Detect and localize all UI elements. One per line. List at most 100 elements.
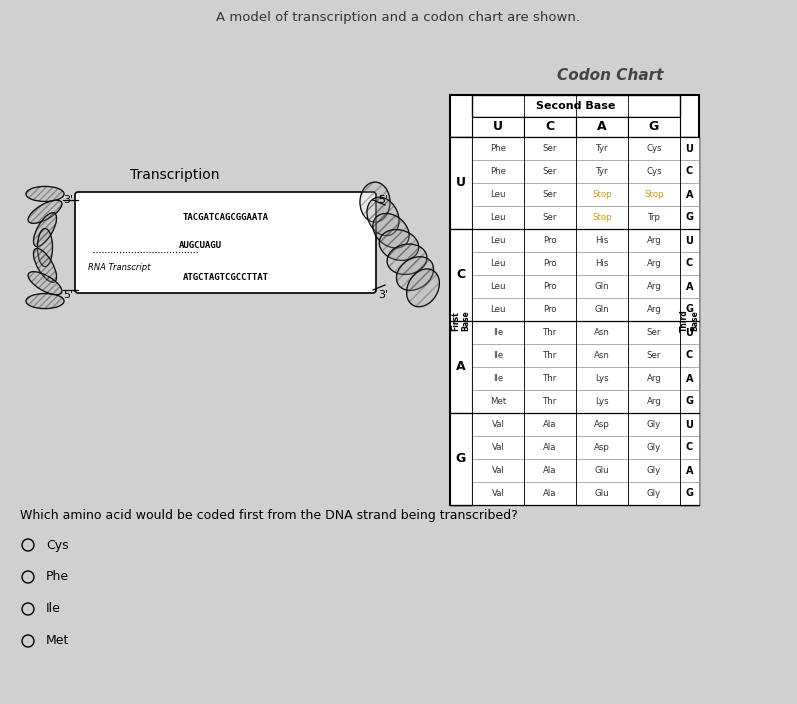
- Text: Ser: Ser: [543, 167, 557, 176]
- Text: G: G: [685, 489, 693, 498]
- Text: A: A: [597, 120, 607, 134]
- Text: Ile: Ile: [493, 374, 503, 383]
- Bar: [576, 413, 628, 436]
- Bar: [472, 344, 524, 367]
- Bar: [576, 459, 628, 482]
- Text: Phe: Phe: [46, 570, 69, 584]
- Bar: [576, 183, 628, 206]
- Bar: [576, 252, 628, 275]
- Text: Val: Val: [492, 420, 505, 429]
- Text: Arg: Arg: [646, 282, 662, 291]
- Bar: [628, 229, 680, 252]
- Text: Leu: Leu: [490, 282, 506, 291]
- Bar: [576, 229, 628, 252]
- Text: C: C: [686, 443, 693, 453]
- Bar: [628, 482, 680, 505]
- Bar: [450, 321, 472, 413]
- Bar: [524, 117, 576, 137]
- Bar: [628, 344, 680, 367]
- Bar: [524, 482, 576, 505]
- Ellipse shape: [28, 272, 62, 295]
- Text: U: U: [685, 144, 693, 153]
- Text: C: C: [686, 258, 693, 268]
- Bar: [472, 390, 524, 413]
- Text: A: A: [685, 189, 693, 199]
- Text: Asn: Asn: [594, 351, 610, 360]
- Ellipse shape: [33, 249, 57, 282]
- Bar: [450, 95, 699, 505]
- Text: Met: Met: [490, 397, 506, 406]
- Bar: [576, 482, 628, 505]
- Text: A: A: [685, 374, 693, 384]
- Text: G: G: [456, 453, 466, 465]
- Bar: [628, 117, 680, 137]
- Text: Ala: Ala: [544, 489, 557, 498]
- Bar: [524, 321, 576, 344]
- Text: G: G: [685, 213, 693, 222]
- Text: Met: Met: [46, 634, 69, 648]
- Text: G: G: [685, 305, 693, 315]
- Text: Cys: Cys: [646, 167, 662, 176]
- Text: Gly: Gly: [647, 443, 662, 452]
- Bar: [576, 436, 628, 459]
- Bar: [680, 436, 699, 459]
- Bar: [472, 275, 524, 298]
- Bar: [680, 160, 699, 183]
- Ellipse shape: [28, 200, 62, 223]
- Bar: [680, 413, 699, 436]
- Ellipse shape: [396, 257, 434, 290]
- Text: Ile: Ile: [493, 328, 503, 337]
- Text: U: U: [685, 236, 693, 246]
- Text: Ser: Ser: [543, 190, 557, 199]
- Text: Leu: Leu: [490, 190, 506, 199]
- Bar: [524, 252, 576, 275]
- Text: Trp: Trp: [647, 213, 661, 222]
- Text: U: U: [685, 420, 693, 429]
- Text: Tyr: Tyr: [595, 167, 608, 176]
- Text: Stop: Stop: [644, 190, 664, 199]
- Text: Arg: Arg: [646, 305, 662, 314]
- Ellipse shape: [37, 229, 53, 267]
- Bar: [680, 137, 699, 505]
- Text: Pro: Pro: [544, 282, 557, 291]
- Text: Pro: Pro: [544, 236, 557, 245]
- Text: Ala: Ala: [544, 466, 557, 475]
- Bar: [524, 137, 576, 160]
- Text: Ser: Ser: [543, 213, 557, 222]
- Text: C: C: [686, 167, 693, 177]
- Text: Pro: Pro: [544, 259, 557, 268]
- Ellipse shape: [387, 244, 427, 275]
- Bar: [576, 344, 628, 367]
- Ellipse shape: [367, 197, 399, 236]
- Bar: [680, 183, 699, 206]
- Text: Ala: Ala: [544, 420, 557, 429]
- Text: Gly: Gly: [647, 489, 662, 498]
- Bar: [472, 160, 524, 183]
- Text: Third
Base: Third Base: [680, 310, 699, 332]
- Ellipse shape: [379, 230, 418, 260]
- Bar: [524, 413, 576, 436]
- Bar: [524, 206, 576, 229]
- Text: Glu: Glu: [595, 466, 610, 475]
- Bar: [472, 367, 524, 390]
- Text: Second Base: Second Base: [536, 101, 616, 111]
- Bar: [576, 137, 628, 160]
- Bar: [680, 137, 699, 160]
- Text: Thr: Thr: [543, 328, 557, 337]
- Text: Tyr: Tyr: [595, 144, 608, 153]
- Bar: [450, 137, 472, 229]
- Text: Phe: Phe: [490, 167, 506, 176]
- Bar: [576, 117, 628, 137]
- Text: His: His: [595, 259, 609, 268]
- Bar: [576, 321, 628, 344]
- Bar: [472, 206, 524, 229]
- Bar: [524, 183, 576, 206]
- Text: C: C: [545, 120, 555, 134]
- Text: Stop: Stop: [592, 213, 612, 222]
- Text: A: A: [685, 465, 693, 475]
- Text: TACGATCAGCGGAATA: TACGATCAGCGGAATA: [183, 213, 269, 222]
- Bar: [576, 160, 628, 183]
- Bar: [472, 413, 524, 436]
- Bar: [472, 321, 524, 344]
- Ellipse shape: [360, 182, 390, 222]
